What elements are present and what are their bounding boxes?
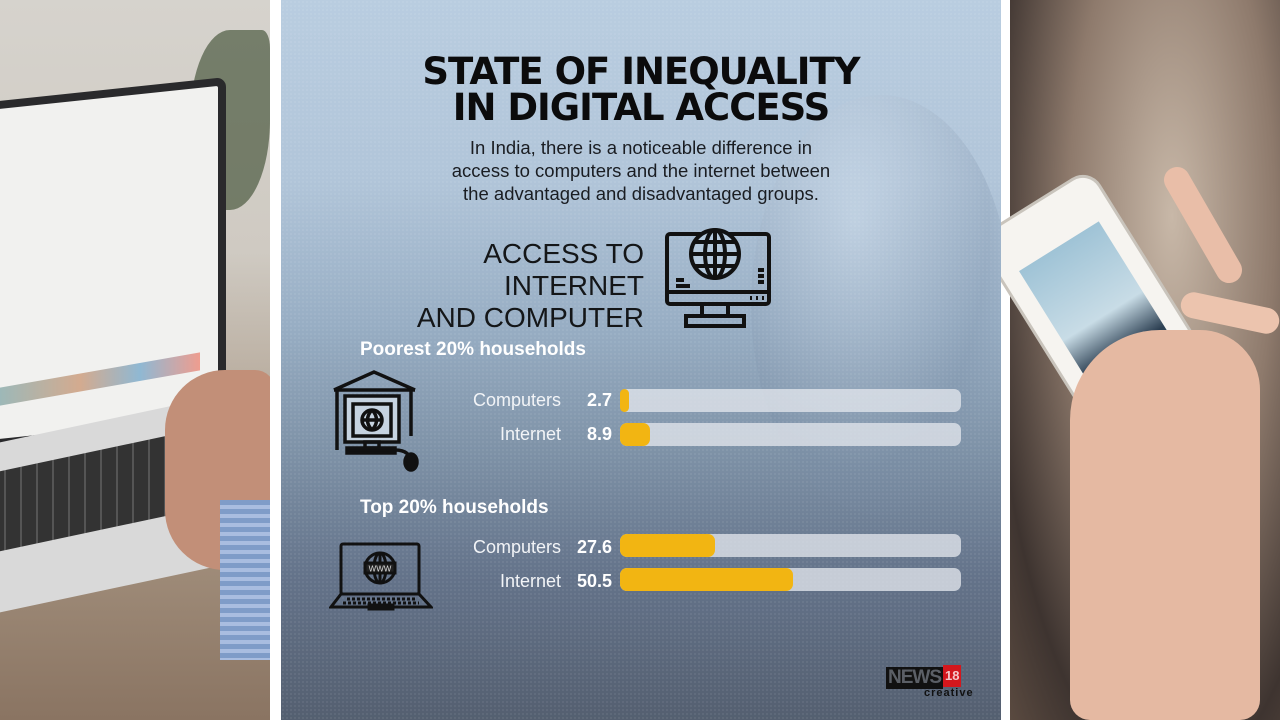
bar-track-poorest-internet — [620, 423, 961, 446]
svg-text:WWW: WWW — [369, 565, 392, 574]
title-line-1: STATE OF INEQUALITY — [422, 50, 860, 93]
subtitle-line-2: access to computers and the internet bet… — [451, 160, 831, 181]
news18-creative-logo: NEWS 18 creative — [886, 665, 973, 699]
halftone-overlay — [281, 0, 1001, 720]
monitor-globe-icon — [665, 228, 771, 328]
title-line-2: IN DIGITAL ACCESS — [452, 86, 831, 129]
row-label-poorest-internet: Internet — [499, 424, 561, 444]
bar-fill-top-internet — [620, 568, 793, 591]
laptop-photo — [0, 0, 270, 720]
bar-track-poorest-computers — [620, 389, 961, 412]
row-label-top-computers: Computers — [472, 537, 561, 557]
row-value-poorest-computers: 2.7 — [586, 390, 612, 410]
row-label-poorest-computers: Computers — [472, 390, 561, 410]
section-heading-line-2: AND COMPUTER — [416, 302, 644, 333]
section-heading: ACCESS TO INTERNET AND COMPUTER — [339, 238, 644, 334]
subtitle-line-1: In India, there is a noticeable differen… — [469, 137, 813, 158]
logo-sub: creative — [924, 687, 974, 699]
bar-fill-poorest-internet — [620, 423, 650, 446]
house-computer-icon — [333, 370, 419, 472]
row-value-top-computers: 27.6 — [576, 537, 612, 557]
logo-number: 18 — [943, 665, 962, 687]
bar-fill-top-computers — [620, 534, 715, 557]
group-label-top: Top 20% households — [360, 497, 549, 518]
section-heading-line-1: ACCESS TO INTERNET — [483, 238, 644, 301]
infographic-title: STATE OF INEQUALITY IN DIGITAL ACCESS — [281, 50, 1001, 129]
holding-hand-shape — [1070, 330, 1260, 720]
row-value-poorest-internet: 8.9 — [586, 424, 612, 444]
logo-brand: NEWS — [886, 667, 943, 689]
row-value-top-internet: 50.5 — [576, 571, 612, 591]
subtitle-line-3: the advantaged and disadvantaged groups. — [463, 183, 819, 204]
laptop-www-icon: WWW — [329, 542, 433, 611]
bar-fill-poorest-computers — [620, 389, 629, 412]
bar-track-top-computers — [620, 534, 961, 557]
infographic-panel: STATE OF INEQUALITY IN DIGITAL ACCESS In… — [281, 0, 1001, 720]
group-label-poorest: Poorest 20% households — [360, 339, 586, 360]
row-label-top-internet: Internet — [499, 571, 561, 591]
infographic-subtitle: In India, there is a noticeable differen… — [281, 136, 1001, 205]
sleeve-shape — [220, 500, 270, 660]
bar-track-top-internet — [620, 568, 961, 591]
